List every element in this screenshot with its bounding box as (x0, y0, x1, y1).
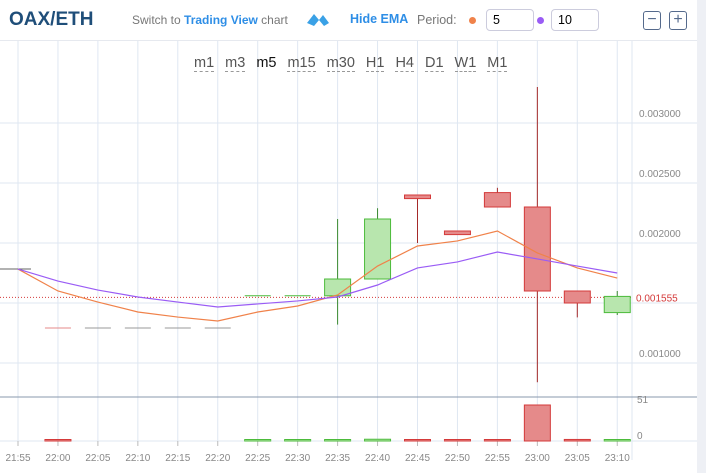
volume-bar (483, 439, 511, 442)
timeframe-D1[interactable]: D1 (425, 55, 444, 72)
volume-bar (244, 439, 272, 442)
x-tick-label: 23:05 (565, 453, 590, 464)
candle-body (483, 192, 511, 208)
ema-fast-line (17, 230, 618, 322)
x-tick-label: 22:55 (485, 453, 510, 464)
candle-body (563, 290, 591, 304)
volume-tick-label: 51 (637, 395, 649, 406)
x-tick-label: 22:20 (205, 453, 230, 464)
volume-tick-label: 0 (637, 431, 643, 442)
timeframe-M1[interactable]: M1 (487, 55, 508, 72)
volume-bar (563, 438, 591, 442)
timeframe-m3[interactable]: m3 (225, 55, 246, 72)
x-tick-label: 21:55 (5, 453, 30, 464)
candle (364, 208, 392, 280)
switch-tradingview-link[interactable]: Switch to Trading View chart (132, 13, 288, 27)
switch-suffix: chart (257, 13, 288, 27)
candle (563, 290, 591, 318)
x-tick-label: 22:25 (245, 453, 270, 464)
ema-slow-line (17, 251, 618, 308)
x-tick-label: 22:00 (45, 453, 70, 464)
timeframe-m5[interactable]: m5 (256, 55, 277, 71)
candle-body (324, 278, 352, 297)
candle-body (603, 295, 631, 314)
candle (603, 291, 631, 315)
volume-bar (44, 439, 72, 442)
timeframe-m15[interactable]: m15 (287, 55, 316, 72)
candle (523, 87, 551, 383)
candle (324, 219, 352, 325)
x-tick-label: 22:45 (405, 453, 430, 464)
y-tick-label: 0.001000 (639, 349, 681, 360)
x-tick-label: 22:30 (285, 453, 310, 464)
volume-bar (523, 404, 551, 442)
x-tick-label: 22:15 (165, 453, 190, 464)
zoom-out-button[interactable]: − (643, 11, 661, 30)
candle-body (523, 206, 551, 292)
x-tick-label: 22:35 (325, 453, 350, 464)
y-tick-label: 0.002000 (639, 229, 681, 240)
x-tick-label: 23:10 (605, 453, 630, 464)
timeframe-m30[interactable]: m30 (326, 55, 355, 72)
hide-ema-button[interactable]: Hide EMA (350, 12, 409, 26)
volume-bar (443, 439, 471, 442)
candle (443, 230, 471, 236)
period-label: Period: (417, 13, 457, 27)
candle-body (443, 230, 471, 236)
timeframe-H1[interactable]: H1 (365, 55, 385, 72)
ema-fast-color-dot (469, 17, 476, 24)
zoom-in-button[interactable]: + (669, 11, 687, 30)
scrollbar[interactable] (697, 0, 706, 473)
x-tick-label: 22:05 (85, 453, 110, 464)
candle (483, 187, 511, 208)
candle (404, 194, 431, 243)
x-tick-label: 22:40 (365, 453, 390, 464)
candle-body (364, 218, 392, 280)
ema-slow-period-input[interactable] (551, 9, 599, 31)
volume-bar (284, 439, 312, 442)
volume-bar (364, 438, 392, 442)
switch-link-text[interactable]: Trading View (184, 13, 258, 27)
y-tick-label: 0.002500 (639, 169, 681, 180)
volume-bar (603, 439, 631, 442)
x-tick-label: 22:50 (445, 453, 470, 464)
ema-slow-color-dot (537, 17, 544, 24)
y-tick-label: 0.003000 (639, 109, 681, 120)
timeframe-m1[interactable]: m1 (194, 55, 215, 72)
candle-body (404, 194, 431, 200)
chart-header: OAX/ETH Switch to Trading View chart Hid… (0, 0, 697, 41)
timeframe-W1[interactable]: W1 (454, 55, 477, 72)
x-tick-label: 23:00 (525, 453, 550, 464)
x-tick-label: 22:10 (125, 453, 150, 464)
switch-prefix: Switch to (132, 13, 185, 27)
volume-bar (324, 439, 352, 442)
ema-fast-period-input[interactable] (486, 9, 534, 31)
volume-bar (404, 439, 431, 442)
last-price-label: 0.001555 (636, 293, 678, 304)
timeframe-H4[interactable]: H4 (395, 55, 414, 72)
tradingview-icon[interactable] (306, 11, 330, 27)
pair-title: OAX/ETH (9, 9, 94, 30)
timeframe-selector: m1 m3 m5 m15 m30 H1 H4 D1 W1 M1 (194, 55, 508, 72)
